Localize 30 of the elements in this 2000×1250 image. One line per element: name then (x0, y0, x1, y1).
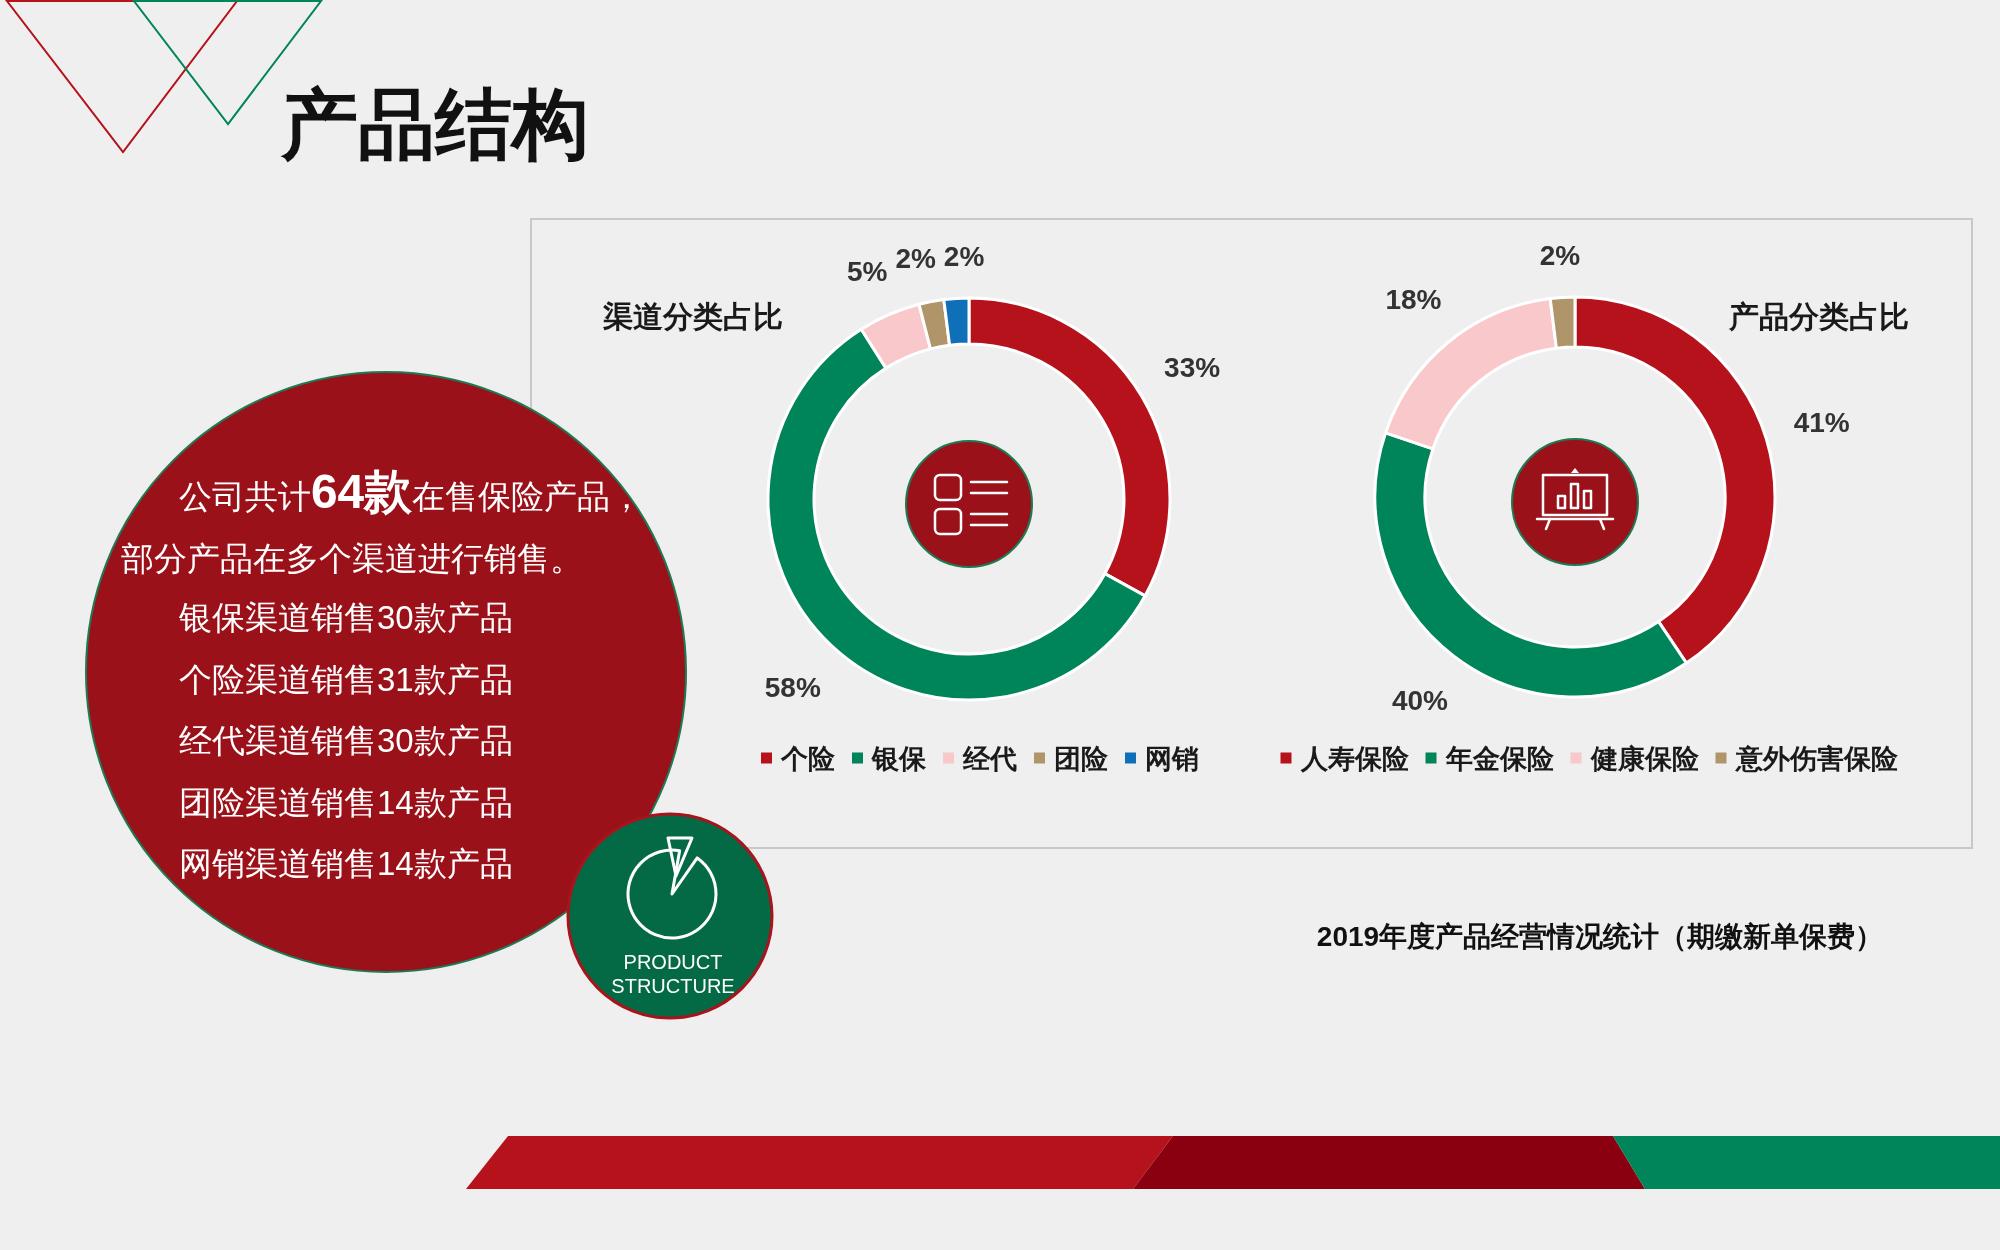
data-label: 2% (895, 242, 936, 274)
legend-label: 年金保险 (1444, 744, 1555, 774)
data-label: 40% (1391, 684, 1449, 716)
text: 部分产品在多个渠道进行销售。 (121, 540, 583, 577)
text: 银保渠道销售30款产品 (178, 599, 513, 636)
data-label: 18% (1385, 284, 1442, 316)
legend-label: 网销 (1145, 744, 1199, 774)
data-label: 33% (1164, 352, 1221, 384)
data-label: 41% (1793, 406, 1850, 438)
legend-label: 个险 (780, 744, 836, 774)
legend-label: 经代 (962, 744, 1017, 774)
text: 2019年度产品经营情况统计（期缴新单保费） (1316, 921, 1884, 952)
text: 团险渠道销售14款产品 (179, 783, 513, 821)
text: 渠道分类占比 (602, 300, 783, 333)
text: 个险渠道销售31款产品 (179, 660, 513, 698)
legend-label: 团险 (1054, 744, 1109, 774)
text: 经代渠道销售30款产品 (179, 722, 513, 759)
text: 网销渠道销售14款产品 (179, 845, 513, 882)
legend-label: 人寿保险 (1299, 744, 1410, 774)
data-label: 5% (846, 255, 888, 287)
data-label: 2% (943, 241, 985, 273)
legend-label: 意外伤害保险 (1734, 744, 1899, 774)
legend-label: 健康保险 (1589, 744, 1700, 774)
legend-label: 银保 (871, 744, 927, 774)
text: 产品分类占比 (1728, 300, 1909, 333)
text: 产品结构 (280, 81, 589, 167)
text: 公司共计64款在售保险产品， (179, 465, 644, 518)
data-label: 2% (1539, 240, 1581, 272)
text: PRODUCT STRUCTURE (611, 951, 735, 997)
data-label: 58% (764, 671, 821, 703)
